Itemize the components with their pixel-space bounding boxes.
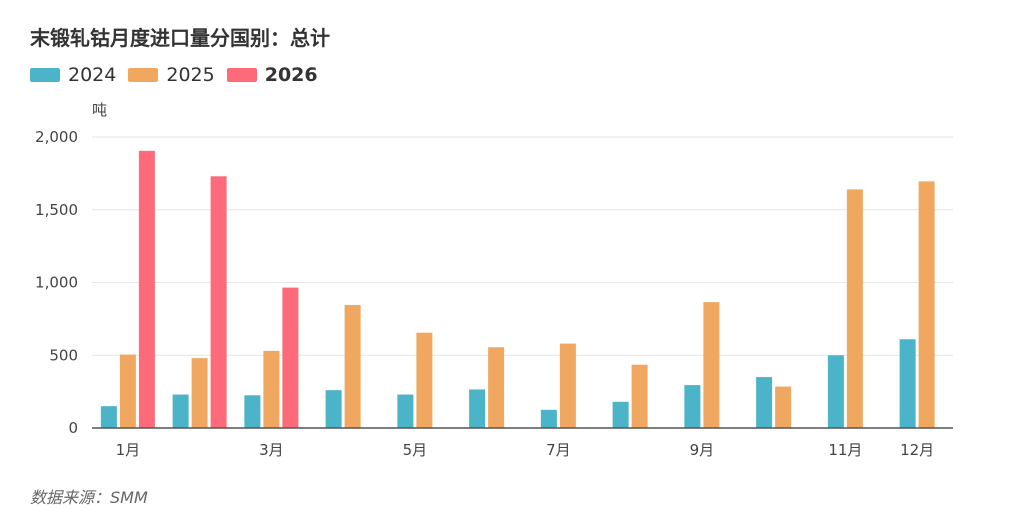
bar-2025-9[interactable] <box>703 302 720 428</box>
bar-2025-10[interactable] <box>775 386 792 428</box>
bar-2025-12[interactable] <box>918 181 935 428</box>
bar-2024-11[interactable] <box>827 355 844 428</box>
legend-item-2024[interactable]: 2024 <box>30 64 116 86</box>
bar-2024-4[interactable] <box>325 390 342 428</box>
x-tick-label: 5月 <box>403 441 428 459</box>
y-tick-label: 2,000 <box>35 128 78 146</box>
bar-2025-11[interactable] <box>846 189 863 428</box>
x-tick-label: 9月 <box>690 441 715 459</box>
bar-2024-12[interactable] <box>899 339 916 428</box>
legend-swatch-2025 <box>128 68 159 82</box>
x-tick-label: 11月 <box>828 441 862 459</box>
legend-swatch-2024 <box>30 68 60 82</box>
bar-2025-1[interactable] <box>119 354 136 428</box>
bar-2025-2[interactable] <box>191 358 208 428</box>
bar-2025-4[interactable] <box>344 305 361 428</box>
bar-2024-2[interactable] <box>172 394 189 428</box>
legend-label-2025: 2025 <box>166 64 215 86</box>
y-tick-label: 0 <box>68 419 78 437</box>
bar-2024-1[interactable] <box>100 406 117 428</box>
legend-swatch-2026 <box>226 68 257 82</box>
bar-2025-6[interactable] <box>488 347 505 428</box>
bar-2025-8[interactable] <box>631 364 648 428</box>
legend-item-2025[interactable]: 2025 <box>128 64 215 86</box>
bar-2024-9[interactable] <box>684 385 701 428</box>
bar-2024-7[interactable] <box>540 409 557 428</box>
bar-2026-2[interactable] <box>210 176 227 428</box>
legend-item-2026[interactable]: 2026 <box>226 64 318 86</box>
x-tick-label: 1月 <box>116 441 141 459</box>
y-axis-ticks: 0 500 1,000 1,500 2,000 <box>35 128 78 437</box>
y-tick-label: 1,000 <box>35 274 78 292</box>
x-tick-label: 7月 <box>546 441 571 459</box>
bars <box>100 150 935 428</box>
bar-2024-3[interactable] <box>244 395 261 428</box>
bar-2026-1[interactable] <box>138 150 155 428</box>
y-tick-label: 500 <box>49 346 78 364</box>
bar-2024-8[interactable] <box>612 401 629 428</box>
data-source-note: 数据来源：SMM <box>30 488 148 507</box>
legend-label-2024: 2024 <box>68 64 117 86</box>
bar-2024-5[interactable] <box>397 394 414 428</box>
x-tick-label: 3月 <box>259 441 284 459</box>
bar-2024-10[interactable] <box>756 377 773 428</box>
bar-2025-7[interactable] <box>559 343 576 428</box>
bar-2025-5[interactable] <box>416 332 433 428</box>
gridlines <box>92 136 953 356</box>
x-axis-ticks: 1月 3月 5月 7月 9月 11月 12月 <box>116 441 935 459</box>
bar-2025-3[interactable] <box>263 350 280 428</box>
x-tick-label: 12月 <box>900 441 934 459</box>
legend-label-2026: 2026 <box>264 64 318 86</box>
chart-title: 末锻轧钴月度进口量分国别：总计 <box>30 26 330 50</box>
chart-legend: 2024 2025 2026 <box>30 64 330 86</box>
y-tick-label: 1,500 <box>35 201 78 219</box>
bar-2026-3[interactable] <box>282 287 299 428</box>
y-axis-unit-label: 吨 <box>92 101 107 119</box>
bar-2024-6[interactable] <box>469 389 486 428</box>
